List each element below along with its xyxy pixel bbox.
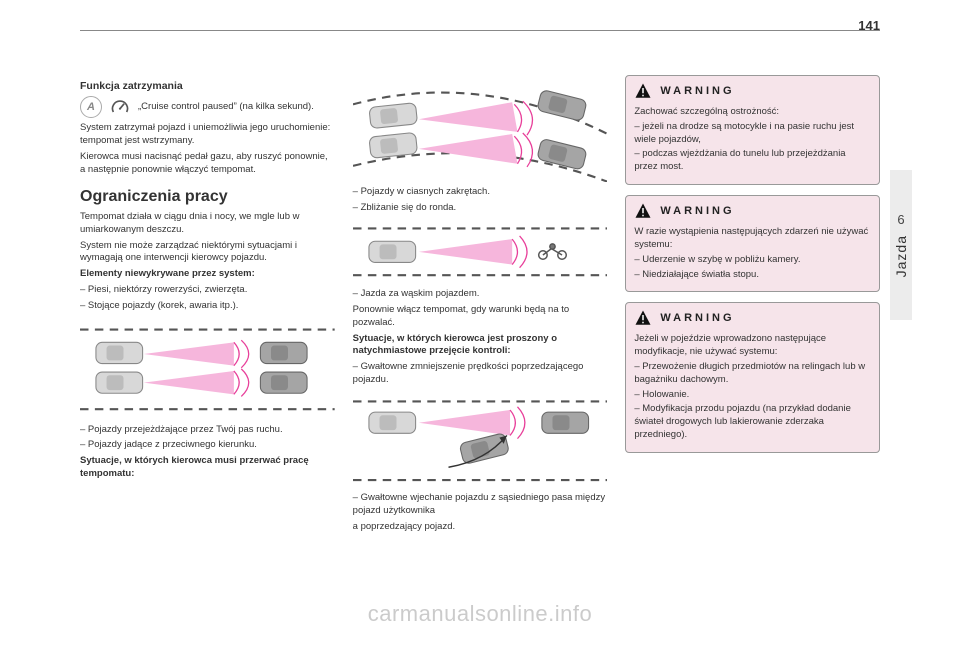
list-item: a poprzedzający pojazd. bbox=[353, 521, 608, 534]
text-bold: Sytuacje, w których kierowca musi przerw… bbox=[80, 455, 335, 481]
text: W razie wystąpienia następujących zdarze… bbox=[634, 226, 871, 252]
text-bold: Sytuacje, w których kierowca jest proszo… bbox=[353, 333, 608, 359]
illus-bends bbox=[353, 81, 608, 182]
columns: Funkcja zatrzymania A „Cruise control pa… bbox=[80, 75, 880, 537]
cruise-paused-text: „Cruise control paused” (na kilka sekund… bbox=[138, 101, 335, 114]
warning-header: WARNING bbox=[634, 82, 871, 100]
warning-icon bbox=[634, 82, 652, 100]
warning-title: WARNING bbox=[660, 311, 734, 326]
chapter-label: Jazda bbox=[893, 235, 909, 277]
icons-row: A „Cruise control paused” (na kilka seku… bbox=[80, 96, 335, 118]
list-item: – Uderzenie w szybę w pobliżu kamery. bbox=[634, 254, 871, 267]
warning-body: Zachować szczególną ostrożność: – jeżeli… bbox=[634, 106, 871, 174]
warning-title: WARNING bbox=[660, 204, 734, 219]
text: Tempomat działa w ciągu dnia i nocy, we … bbox=[80, 211, 335, 237]
text-bold: Elementy niewykrywane przez system: bbox=[80, 268, 335, 281]
illus-crossing bbox=[80, 319, 335, 420]
list-item: – jeżeli na drodze są motocykle i na pas… bbox=[634, 121, 871, 147]
illus-narrow bbox=[353, 220, 608, 284]
warning-icon bbox=[634, 309, 652, 327]
list-item: – Pojazdy w ciasnych zakrętach. bbox=[353, 186, 608, 199]
warning-title: WARNING bbox=[660, 84, 734, 99]
mode-a-icon: A bbox=[80, 96, 102, 118]
list-item: – Pojazdy przejeżdżające przez Twój pas … bbox=[80, 424, 335, 437]
warning-body: W razie wystąpienia następujących zdarze… bbox=[634, 226, 871, 281]
warning-header: WARNING bbox=[634, 202, 871, 220]
rule-top bbox=[80, 30, 880, 31]
list-item: – Gwałtowne wjechanie pojazdu z sąsiedni… bbox=[353, 492, 608, 518]
text: System nie może zarządzać niektórymi syt… bbox=[80, 240, 335, 266]
heading-limits: Ograniczenia pracy bbox=[80, 186, 335, 208]
text: Jeżeli w pojeździe wprowadzono następują… bbox=[634, 333, 871, 359]
list-item: – Przewożenie długich przedmiotów na rel… bbox=[634, 361, 871, 387]
speedometer-icon bbox=[110, 97, 130, 117]
column-2: – Pojazdy w ciasnych zakrętach. – Zbliża… bbox=[353, 75, 608, 537]
warning-box-1: WARNING Zachować szczególną ostrożność: … bbox=[625, 75, 880, 185]
warning-body: Jeżeli w pojeździe wprowadzono następują… bbox=[634, 333, 871, 442]
illus-cutin bbox=[353, 393, 608, 489]
text: Ponownie włącz tempomat, gdy warunki będ… bbox=[353, 304, 608, 330]
warning-box-3: WARNING Jeżeli w pojeździe wprowadzono n… bbox=[625, 302, 880, 453]
list-item: – Zbliżanie się do ronda. bbox=[353, 202, 608, 215]
warning-box-2: WARNING W razie wystąpienia następującyc… bbox=[625, 195, 880, 292]
chapter-tab: 6 Jazda bbox=[890, 170, 912, 320]
list-item: – Niedziałające światła stopu. bbox=[634, 269, 871, 282]
warning-icon bbox=[634, 202, 652, 220]
watermark: carmanualsonline.info bbox=[0, 601, 960, 627]
text: Kierowca musi nacisnąć pedał gazu, aby r… bbox=[80, 151, 335, 177]
warning-header: WARNING bbox=[634, 309, 871, 327]
list-item: – podczas wjeżdżania do tunelu lub przej… bbox=[634, 148, 871, 174]
heading-stop: Funkcja zatrzymania bbox=[80, 79, 335, 93]
list-item: – Modyfikacja przodu pojazdu (na przykła… bbox=[634, 403, 871, 441]
list-item: – Gwałtowne zmniejszenie prędkości poprz… bbox=[353, 361, 608, 387]
list-item: – Holowanie. bbox=[634, 389, 871, 402]
list-item: – Piesi, niektórzy rowerzyści, zwierzęta… bbox=[80, 284, 335, 297]
column-3: WARNING Zachować szczególną ostrożność: … bbox=[625, 75, 880, 537]
list-item: – Pojazdy jadące z przeciwnego kierunku. bbox=[80, 439, 335, 452]
column-1: Funkcja zatrzymania A „Cruise control pa… bbox=[80, 75, 335, 537]
list-item: – Stojące pojazdy (korek, awaria itp.). bbox=[80, 300, 335, 313]
chapter-number: 6 bbox=[897, 212, 904, 227]
text: System zatrzymał pojazd i uniemożliwia j… bbox=[80, 122, 335, 148]
text: Zachować szczególną ostrożność: bbox=[634, 106, 871, 119]
list-item: – Jazda za wąskim pojazdem. bbox=[353, 288, 608, 301]
